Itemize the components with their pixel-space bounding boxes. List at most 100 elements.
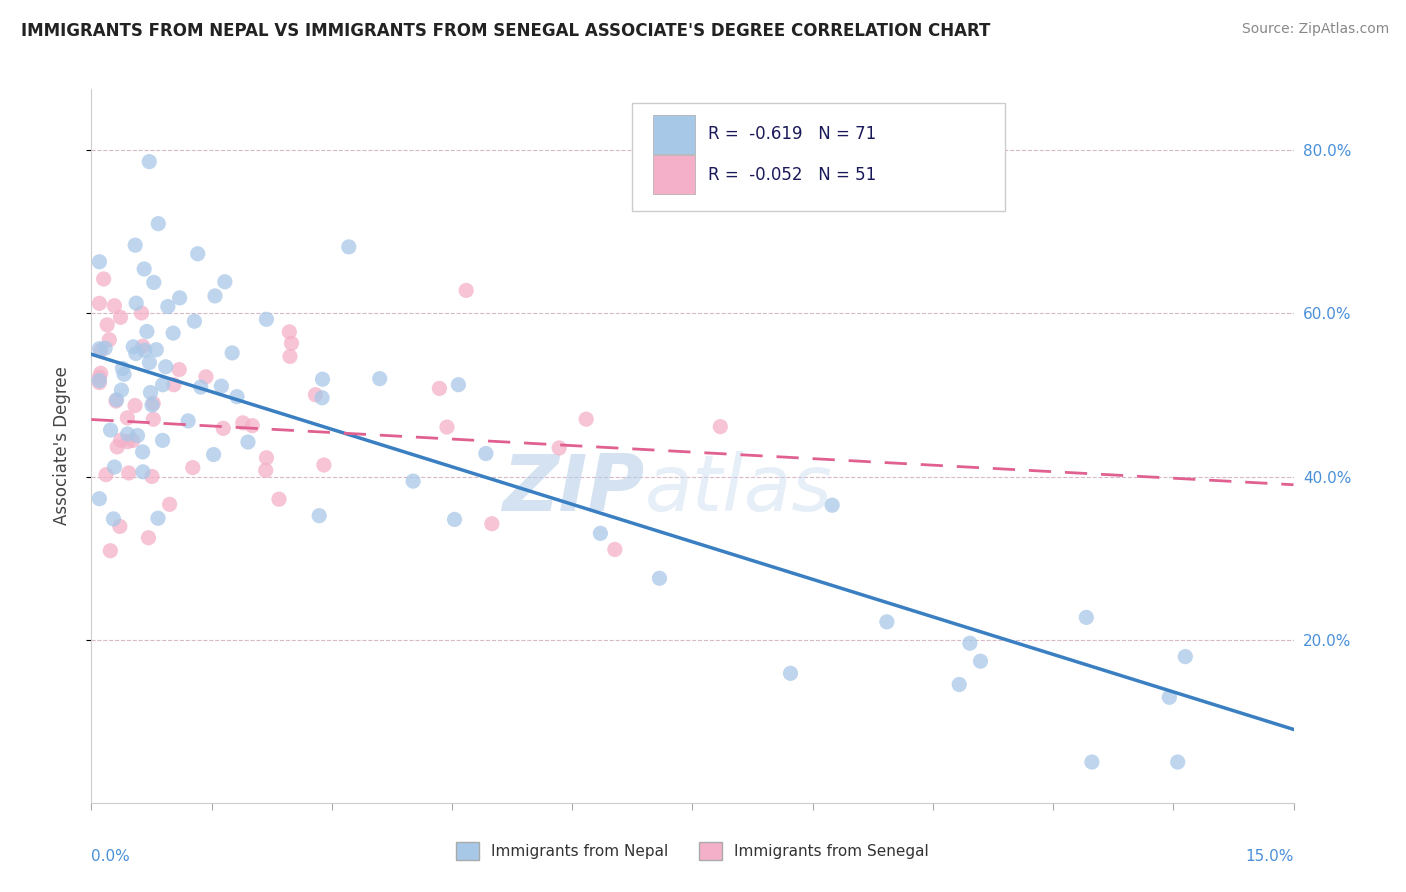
- Point: [456, 284, 478, 298]
- Point: [256, 450, 278, 465]
- Point: [98, 543, 121, 558]
- Point: [125, 346, 148, 360]
- Point: [127, 428, 149, 442]
- Point: [429, 381, 451, 395]
- Text: Source: ZipAtlas.com: Source: ZipAtlas.com: [1241, 22, 1389, 37]
- Point: [103, 299, 125, 313]
- Point: [118, 466, 141, 480]
- Point: [145, 343, 167, 357]
- Point: [280, 336, 302, 351]
- Point: [141, 469, 163, 483]
- Point: [308, 508, 330, 523]
- Point: [89, 370, 111, 384]
- Point: [212, 421, 235, 435]
- Point: [90, 366, 112, 380]
- Point: [163, 377, 186, 392]
- Point: [117, 434, 139, 449]
- Point: [110, 383, 132, 397]
- Point: [204, 289, 226, 303]
- Point: [190, 380, 212, 394]
- Point: [132, 465, 155, 479]
- Point: [93, 272, 115, 286]
- Point: [278, 350, 301, 364]
- Point: [117, 427, 139, 442]
- FancyBboxPatch shape: [652, 155, 695, 194]
- Point: [436, 420, 458, 434]
- Point: [948, 677, 970, 691]
- Point: [152, 377, 174, 392]
- Point: [146, 511, 169, 525]
- Point: [108, 519, 131, 533]
- Point: [89, 296, 111, 310]
- Point: [142, 396, 165, 410]
- Point: [1174, 649, 1197, 664]
- Point: [122, 340, 145, 354]
- Point: [96, 318, 118, 332]
- Point: [304, 388, 326, 402]
- Point: [969, 654, 991, 668]
- Point: [603, 542, 626, 557]
- Point: [134, 343, 156, 358]
- Point: [876, 615, 898, 629]
- Point: [278, 325, 301, 339]
- Point: [187, 246, 209, 260]
- Point: [183, 314, 205, 328]
- Text: R =  -0.052   N = 51: R = -0.052 N = 51: [709, 166, 876, 184]
- Point: [232, 416, 254, 430]
- Point: [124, 238, 146, 252]
- Point: [124, 399, 146, 413]
- Point: [589, 526, 612, 541]
- Text: 0.0%: 0.0%: [91, 849, 131, 864]
- Point: [105, 440, 128, 454]
- Point: [1159, 690, 1181, 705]
- Point: [575, 412, 598, 426]
- Point: [648, 571, 671, 585]
- Point: [110, 433, 132, 447]
- Text: atlas: atlas: [644, 450, 832, 527]
- Point: [181, 460, 204, 475]
- Point: [779, 666, 801, 681]
- Point: [103, 460, 125, 475]
- Point: [169, 291, 191, 305]
- Point: [131, 306, 153, 320]
- Text: 15.0%: 15.0%: [1246, 849, 1294, 864]
- Point: [142, 276, 165, 290]
- Point: [162, 326, 184, 340]
- Point: [112, 368, 135, 382]
- Point: [142, 412, 165, 426]
- Point: [167, 362, 190, 376]
- Point: [447, 377, 470, 392]
- Point: [131, 445, 153, 459]
- Point: [959, 636, 981, 650]
- Point: [98, 333, 121, 347]
- Point: [110, 310, 132, 325]
- FancyBboxPatch shape: [652, 114, 695, 153]
- Point: [156, 300, 179, 314]
- Point: [135, 325, 157, 339]
- Point: [138, 355, 160, 369]
- Point: [121, 434, 143, 448]
- Point: [89, 376, 111, 390]
- Point: [89, 374, 111, 388]
- Point: [100, 423, 122, 437]
- Point: [152, 434, 174, 448]
- Point: [209, 379, 232, 393]
- Point: [214, 275, 236, 289]
- Point: [312, 458, 335, 472]
- Point: [236, 435, 259, 450]
- Point: [240, 418, 263, 433]
- Point: [148, 217, 170, 231]
- Point: [311, 372, 333, 386]
- Point: [1167, 755, 1189, 769]
- Point: [90, 343, 112, 358]
- Point: [89, 342, 111, 356]
- Point: [481, 516, 503, 531]
- Point: [103, 512, 125, 526]
- Point: [254, 312, 277, 326]
- Point: [226, 390, 249, 404]
- Point: [194, 369, 217, 384]
- Text: IMMIGRANTS FROM NEPAL VS IMMIGRANTS FROM SENEGAL ASSOCIATE'S DEGREE CORRELATION : IMMIGRANTS FROM NEPAL VS IMMIGRANTS FROM…: [21, 22, 990, 40]
- Point: [368, 371, 391, 385]
- Point: [221, 346, 243, 360]
- Point: [159, 497, 181, 511]
